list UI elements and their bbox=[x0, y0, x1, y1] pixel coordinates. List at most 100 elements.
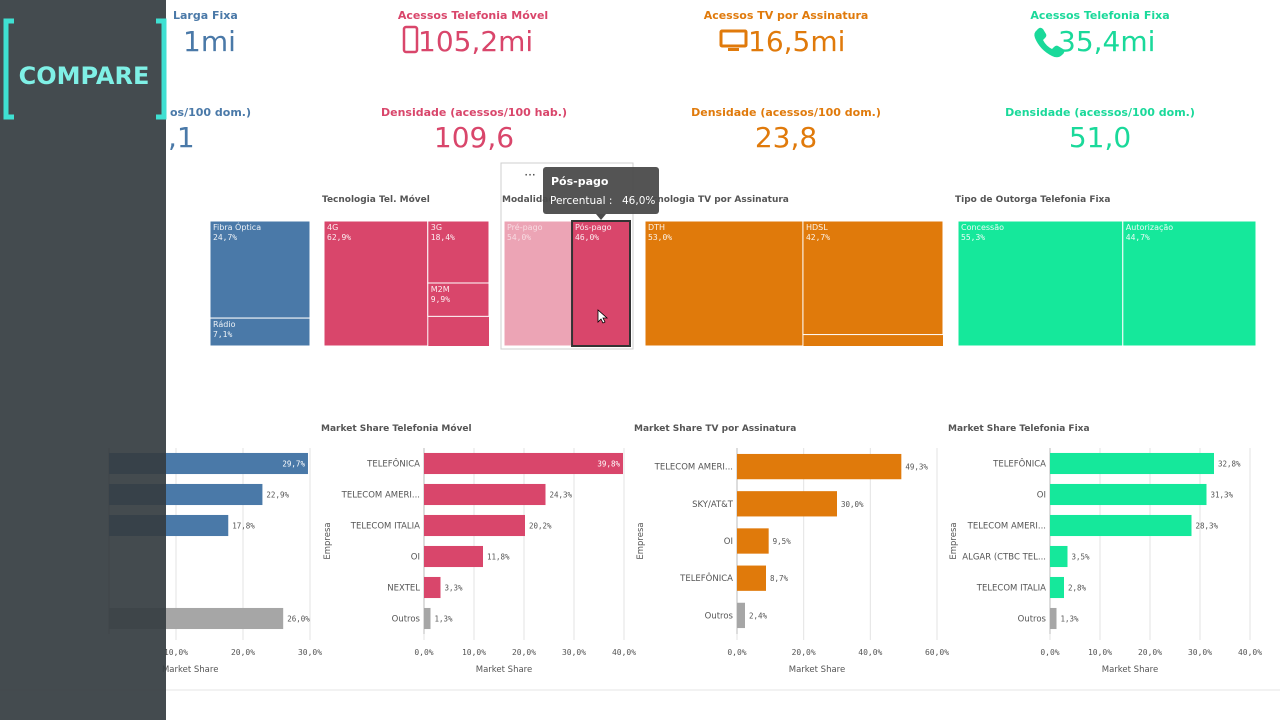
density-value: 109,6 bbox=[434, 121, 514, 154]
cell-value: 18,4% bbox=[431, 233, 455, 242]
category-label: NEXTEL bbox=[387, 584, 420, 594]
x-tick-label: 60,0% bbox=[925, 648, 949, 657]
cell-label: Autorização bbox=[1126, 223, 1173, 232]
cell-label: Rádio bbox=[213, 320, 236, 329]
value-label: 2,8% bbox=[1068, 584, 1087, 593]
cell-label: 4G bbox=[327, 223, 338, 232]
bar bbox=[737, 453, 902, 480]
x-axis-title: Market Share bbox=[789, 665, 845, 675]
category-label: OI bbox=[724, 537, 733, 547]
x-tick-label: 0,0% bbox=[1040, 648, 1059, 657]
value-label: 8,7% bbox=[770, 574, 789, 583]
logo-bracket-left bbox=[3, 18, 14, 120]
treemap-cell bbox=[802, 220, 944, 336]
cell-label: DTH bbox=[648, 223, 665, 232]
cell-value: 42,7% bbox=[806, 233, 830, 242]
value-label: 1,3% bbox=[1061, 615, 1080, 624]
category-label: OI bbox=[411, 553, 420, 563]
kpi-title: Larga Fixa bbox=[173, 9, 238, 22]
category-label: TELEFÔNICA bbox=[366, 458, 420, 470]
kpi-value: 35,4mi bbox=[1058, 25, 1155, 58]
tooltip-arrow bbox=[596, 214, 606, 220]
value-label: 49,3% bbox=[905, 463, 928, 472]
category-label: SKY/AT&T bbox=[692, 500, 734, 510]
density-value: 23,8 bbox=[755, 121, 817, 154]
x-axis-title: Market Share bbox=[476, 665, 532, 675]
chart-title: Tipo de Outorga Telefonia Fixa bbox=[955, 195, 1110, 205]
kpi-value: 16,5mi bbox=[748, 25, 845, 58]
value-label: 3,5% bbox=[1072, 553, 1091, 562]
bar bbox=[737, 565, 766, 591]
cell-value: 24,7% bbox=[213, 233, 237, 242]
bar bbox=[1050, 483, 1207, 506]
tooltip-label: Percentual : bbox=[550, 195, 612, 207]
treemap-cell bbox=[209, 317, 311, 347]
kpi-value: 105,2mi bbox=[418, 25, 533, 58]
x-tick-label: 20,0% bbox=[512, 648, 536, 657]
category-label: Outros bbox=[1018, 615, 1047, 625]
cell-value: 54,0% bbox=[507, 233, 531, 242]
cursor bbox=[597, 309, 609, 324]
cell-value: 62,9% bbox=[327, 233, 351, 242]
x-tick-label: 30,0% bbox=[298, 648, 322, 657]
category-label: Outros bbox=[705, 611, 734, 621]
kpi-title: Acessos Telefonia Fixa bbox=[1030, 9, 1169, 22]
treemap-cell bbox=[427, 282, 490, 317]
density-value: ,1 bbox=[168, 121, 195, 154]
chart-title: Market Share Telefonia Fixa bbox=[948, 424, 1090, 434]
value-label: 29,7% bbox=[282, 460, 305, 469]
category-label: OI bbox=[1037, 491, 1046, 501]
phone-icon bbox=[1034, 27, 1065, 58]
value-label: 31,3% bbox=[1211, 491, 1234, 500]
x-tick-label: 10,0% bbox=[462, 648, 486, 657]
tooltip-value: 46,0% bbox=[622, 195, 655, 207]
menu-dots[interactable]: ··· bbox=[524, 168, 535, 182]
x-tick-label: 30,0% bbox=[562, 648, 586, 657]
x-axis-title: Market Share bbox=[162, 665, 218, 675]
chart-title: Market Share TV por Assinatura bbox=[634, 424, 796, 434]
bar bbox=[424, 607, 431, 630]
value-label: 30,0% bbox=[841, 500, 864, 509]
tooltip: ··· Pós-pago Percentual : 46,0% bbox=[524, 167, 659, 220]
treemap-cell bbox=[644, 220, 804, 347]
cell-label: Pré-pago bbox=[507, 222, 543, 232]
value-label: 1,3% bbox=[435, 615, 454, 624]
bar bbox=[737, 602, 745, 629]
value-label: 26,0% bbox=[287, 615, 310, 624]
logo-text[interactable]: COMPARE bbox=[19, 62, 150, 90]
logo-bracket-right bbox=[156, 18, 167, 120]
value-label: 22,9% bbox=[266, 491, 289, 500]
content: Larga Fixa 1mi Acessos Telefonia Móvel 105,… bbox=[108, 9, 1262, 675]
bar bbox=[1050, 607, 1057, 630]
category-label: TELEFÔNICA bbox=[679, 572, 733, 584]
bar bbox=[424, 514, 525, 537]
mobile-icon bbox=[402, 25, 419, 54]
kpi-value: 1mi bbox=[183, 25, 236, 58]
x-tick-label: 20,0% bbox=[792, 648, 816, 657]
category-label: TELECOM AMERI... bbox=[654, 463, 733, 473]
x-tick-label: 20,0% bbox=[1138, 648, 1162, 657]
bar bbox=[424, 576, 441, 599]
category-label: ALGAR (CTBC TEL... bbox=[962, 553, 1046, 563]
bar bbox=[424, 483, 546, 506]
treemap-cell bbox=[1122, 220, 1257, 347]
cell-label: Pós-pago bbox=[575, 222, 612, 232]
value-label: 28,3% bbox=[1196, 522, 1219, 531]
cell-label: HDSL bbox=[806, 223, 828, 232]
category-label: TELECOM AMERI... bbox=[967, 522, 1046, 532]
category-label: TELECOM ITALIA bbox=[976, 584, 1046, 594]
x-tick-label: 20,0% bbox=[231, 648, 255, 657]
bar bbox=[737, 491, 837, 517]
category-label: TELEFÔNICA bbox=[992, 458, 1046, 470]
value-label: 2,4% bbox=[749, 611, 768, 620]
x-tick-label: 10,0% bbox=[1088, 648, 1112, 657]
kpi-title: Acessos Telefonia Móvel bbox=[398, 9, 548, 22]
x-tick-label: 40,0% bbox=[1238, 648, 1262, 657]
value-label: 39,8% bbox=[597, 460, 620, 469]
bar bbox=[424, 452, 623, 475]
tv-screen bbox=[719, 29, 748, 48]
tooltip-title: Pós-pago bbox=[551, 175, 609, 188]
